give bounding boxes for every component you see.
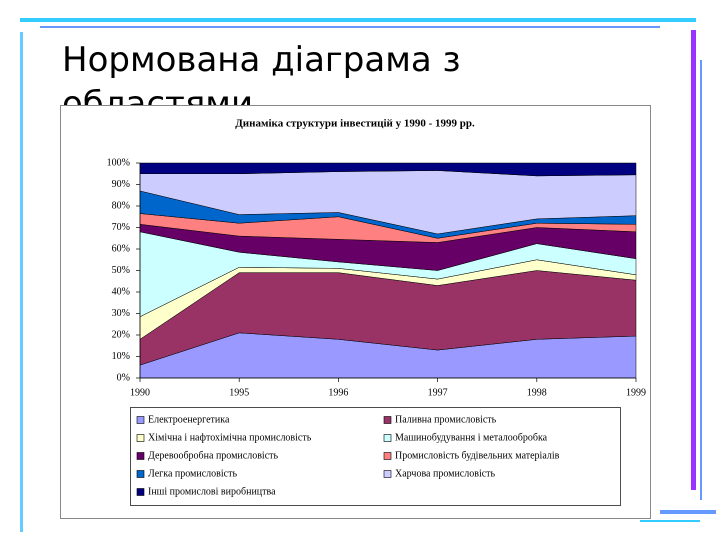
bottom-bar-thin <box>640 520 700 522</box>
y-tick-label: 90% <box>112 179 130 190</box>
chart-title: Динаміка структури інвестицій у 1990 - 1… <box>235 118 475 130</box>
top-bar-thin <box>40 26 660 28</box>
legend-label: Паливна промисловість <box>395 414 497 425</box>
left-bar <box>20 32 23 532</box>
x-tick-label: 1996 <box>328 387 348 398</box>
x-tick-label: 1999 <box>626 387 646 398</box>
area <box>139 162 637 177</box>
y-tick-label: 50% <box>112 265 130 276</box>
legend-swatch <box>136 470 145 478</box>
y-tick-label: 70% <box>112 222 130 233</box>
x-tick-label: 1995 <box>229 387 249 398</box>
y-tick-label: 100% <box>107 157 130 168</box>
legend-swatch <box>383 434 392 442</box>
chart: Динаміка структури інвестицій у 1990 - 1… <box>60 105 651 519</box>
legend-swatch <box>383 470 392 478</box>
legend-swatch <box>136 452 145 460</box>
legend-swatch <box>136 434 145 442</box>
legend-label: Хімічна і нафтохімічна промисловість <box>148 432 312 443</box>
legend-label: Інші промислові виробництва <box>148 486 276 497</box>
legend-swatch <box>136 488 145 496</box>
legend-label: Машинобудування і металообробка <box>395 432 548 443</box>
legend-label: Деревообробна промисловість <box>148 450 279 461</box>
right-bar-thin <box>700 60 702 500</box>
legend-swatch <box>383 452 392 460</box>
y-tick-label: 30% <box>112 308 130 319</box>
bottom-bar <box>660 510 716 514</box>
y-tick-label: 40% <box>112 286 130 297</box>
y-tick-label: 60% <box>112 243 130 254</box>
y-tick-label: 10% <box>112 351 130 362</box>
right-bar <box>691 30 696 490</box>
y-tick-label: 80% <box>112 200 130 211</box>
legend-frame <box>130 407 621 506</box>
x-tick-label: 1990 <box>130 387 150 398</box>
legend-swatch <box>136 416 145 424</box>
legend-label: Харчова промисловість <box>395 468 496 479</box>
top-bar <box>20 18 696 22</box>
x-tick-label: 1997 <box>428 387 448 398</box>
legend-label: Електроенергетика <box>148 414 230 425</box>
y-tick-label: 20% <box>112 329 130 340</box>
legend-swatch <box>383 416 392 424</box>
legend-label: Легка промисловість <box>148 468 237 479</box>
y-tick-label: 0% <box>117 372 130 383</box>
x-tick-label: 1998 <box>527 387 547 398</box>
legend-label: Промисловість будівельних матеріалів <box>395 450 560 461</box>
